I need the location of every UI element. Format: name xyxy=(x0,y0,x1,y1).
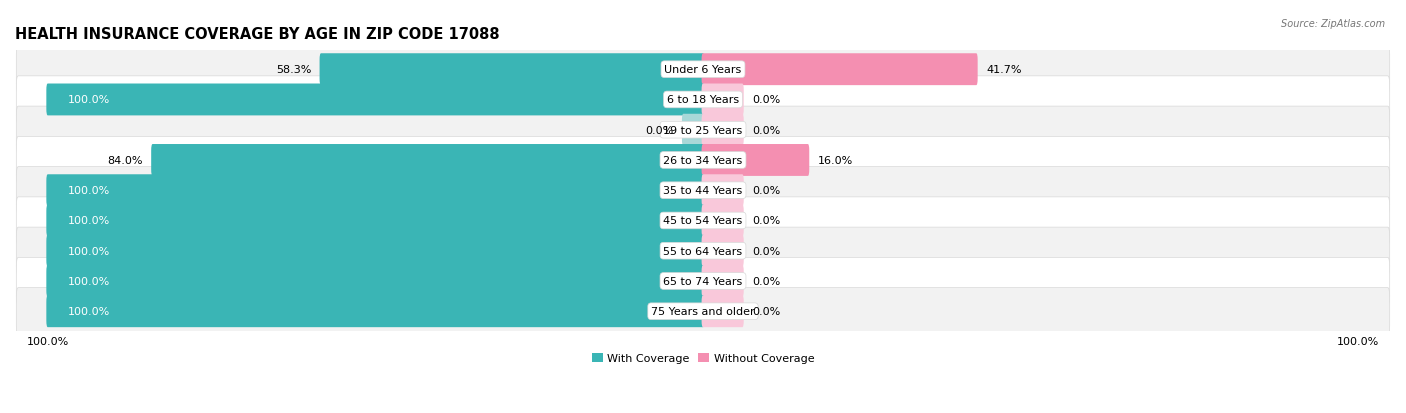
FancyBboxPatch shape xyxy=(702,175,744,206)
FancyBboxPatch shape xyxy=(46,296,704,328)
Text: 55 to 64 Years: 55 to 64 Years xyxy=(664,246,742,256)
Text: 0.0%: 0.0% xyxy=(752,276,780,286)
FancyBboxPatch shape xyxy=(17,258,1389,305)
FancyBboxPatch shape xyxy=(17,107,1389,154)
Text: 0.0%: 0.0% xyxy=(752,95,780,105)
FancyBboxPatch shape xyxy=(702,84,744,116)
FancyBboxPatch shape xyxy=(17,77,1389,124)
Text: HEALTH INSURANCE COVERAGE BY AGE IN ZIP CODE 17088: HEALTH INSURANCE COVERAGE BY AGE IN ZIP … xyxy=(15,27,499,42)
FancyBboxPatch shape xyxy=(702,145,810,176)
Text: 65 to 74 Years: 65 to 74 Years xyxy=(664,276,742,286)
FancyBboxPatch shape xyxy=(702,266,744,297)
Text: 35 to 44 Years: 35 to 44 Years xyxy=(664,186,742,196)
Legend: With Coverage, Without Coverage: With Coverage, Without Coverage xyxy=(588,349,818,368)
FancyBboxPatch shape xyxy=(17,167,1389,214)
Text: 100.0%: 100.0% xyxy=(67,216,110,226)
Text: 0.0%: 0.0% xyxy=(645,126,673,135)
Text: 0.0%: 0.0% xyxy=(752,216,780,226)
FancyBboxPatch shape xyxy=(17,47,1389,94)
Text: 6 to 18 Years: 6 to 18 Years xyxy=(666,95,740,105)
Text: Source: ZipAtlas.com: Source: ZipAtlas.com xyxy=(1281,19,1385,28)
FancyBboxPatch shape xyxy=(17,197,1389,244)
FancyBboxPatch shape xyxy=(702,235,744,267)
Text: 58.3%: 58.3% xyxy=(276,65,311,75)
FancyBboxPatch shape xyxy=(702,205,744,237)
FancyBboxPatch shape xyxy=(17,137,1389,184)
FancyBboxPatch shape xyxy=(319,54,704,86)
Text: 100.0%: 100.0% xyxy=(67,306,110,316)
Text: Under 6 Years: Under 6 Years xyxy=(665,65,741,75)
FancyBboxPatch shape xyxy=(682,114,704,146)
FancyBboxPatch shape xyxy=(17,288,1389,335)
Text: 0.0%: 0.0% xyxy=(752,186,780,196)
Text: 41.7%: 41.7% xyxy=(986,65,1022,75)
Text: 100.0%: 100.0% xyxy=(67,186,110,196)
FancyBboxPatch shape xyxy=(46,235,704,267)
FancyBboxPatch shape xyxy=(46,175,704,206)
Text: 100.0%: 100.0% xyxy=(67,276,110,286)
FancyBboxPatch shape xyxy=(46,84,704,116)
Text: 84.0%: 84.0% xyxy=(107,156,143,166)
Text: 26 to 34 Years: 26 to 34 Years xyxy=(664,156,742,166)
Text: 100.0%: 100.0% xyxy=(67,95,110,105)
FancyBboxPatch shape xyxy=(702,114,744,146)
Text: 16.0%: 16.0% xyxy=(818,156,853,166)
Text: 0.0%: 0.0% xyxy=(752,306,780,316)
FancyBboxPatch shape xyxy=(702,296,744,328)
Text: 0.0%: 0.0% xyxy=(752,246,780,256)
FancyBboxPatch shape xyxy=(46,205,704,237)
Text: 0.0%: 0.0% xyxy=(752,126,780,135)
FancyBboxPatch shape xyxy=(17,228,1389,275)
Text: 19 to 25 Years: 19 to 25 Years xyxy=(664,126,742,135)
FancyBboxPatch shape xyxy=(152,145,704,176)
Text: 75 Years and older: 75 Years and older xyxy=(651,306,755,316)
FancyBboxPatch shape xyxy=(702,54,977,86)
FancyBboxPatch shape xyxy=(46,266,704,297)
Text: 45 to 54 Years: 45 to 54 Years xyxy=(664,216,742,226)
Text: 100.0%: 100.0% xyxy=(67,246,110,256)
